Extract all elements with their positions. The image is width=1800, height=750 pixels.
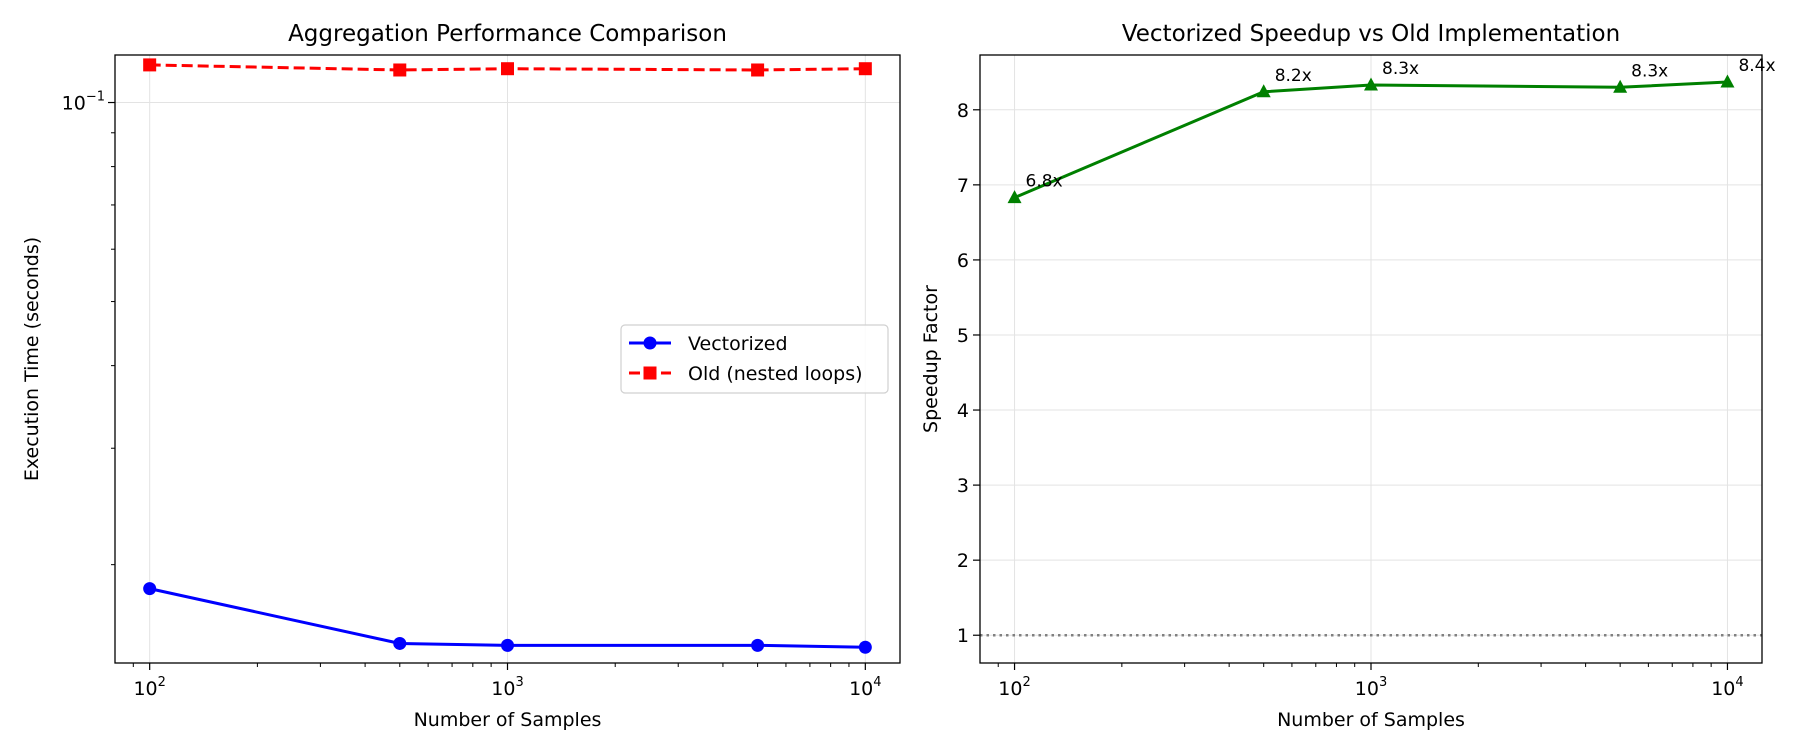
x-tick-label-exponent: 2 — [158, 675, 166, 690]
chart-title: Vectorized Speedup vs Old Implementation — [1122, 21, 1620, 47]
x-tick-label-base: 10 — [1711, 678, 1735, 700]
legend-label: Vectorized — [688, 333, 788, 355]
x-tick-label-base: 10 — [849, 678, 873, 700]
legend-marker — [643, 336, 657, 350]
legend-marker — [643, 366, 657, 380]
y-tick-label: 3 — [957, 475, 969, 497]
chart-title: Aggregation Performance Comparison — [288, 21, 727, 47]
data-label: 8.3x — [1382, 59, 1419, 79]
y-tick-label: 1 — [957, 625, 969, 647]
y-tick-label-exponent: −1 — [86, 90, 105, 105]
x-tick-label-exponent: 3 — [515, 675, 523, 690]
data-point — [1256, 84, 1271, 98]
y-tick-label: 10−1 — [62, 90, 105, 115]
x-tick-label: 104 — [1711, 675, 1743, 700]
legend-box — [620, 324, 889, 394]
data-point — [1007, 190, 1022, 204]
data-point — [751, 63, 765, 77]
y-tick-label-base: 10 — [62, 93, 86, 115]
y-tick-label: 6 — [957, 250, 969, 272]
x-tick-label-exponent: 4 — [1735, 675, 1743, 690]
x-tick-label-base: 10 — [1355, 678, 1379, 700]
x-tick-label: 102 — [998, 675, 1030, 700]
x-axis-label: Number of Samples — [1277, 709, 1465, 731]
x-tick-label-base: 10 — [133, 678, 157, 700]
x-tick-label-exponent: 3 — [1379, 675, 1387, 690]
y-tick-label: 8 — [957, 100, 969, 122]
x-tick-label-exponent: 2 — [1022, 675, 1030, 690]
data-point — [1364, 77, 1378, 91]
x-tick-label: 102 — [133, 675, 165, 700]
x-tick-label-exponent: 4 — [873, 675, 881, 690]
data-label: 8.3x — [1631, 61, 1668, 81]
plot-frame — [979, 54, 1763, 664]
data-point — [751, 638, 765, 652]
data-point — [858, 62, 872, 76]
data-point — [501, 62, 514, 76]
data-label: 8.4x — [1738, 56, 1775, 76]
legend: Vectorized Old (nested loops) — [620, 324, 889, 394]
data-point — [1613, 79, 1628, 93]
grid — [980, 55, 1762, 663]
plot-frame — [114, 54, 901, 664]
x-tick-label: 103 — [491, 675, 523, 700]
x-tick-label-base: 10 — [491, 678, 515, 700]
y-tick-label: 7 — [957, 175, 969, 197]
data-point — [1720, 74, 1735, 88]
legend-item: Old (nested loops) — [629, 363, 863, 385]
y-tick-label: 5 — [957, 325, 969, 347]
data-point — [501, 638, 514, 652]
data-point — [143, 582, 157, 596]
y-axis-label: Speedup Factor — [920, 285, 942, 433]
series-0 — [1007, 74, 1735, 204]
data-point — [858, 640, 872, 654]
y-tick-label: 2 — [957, 550, 969, 572]
legend-label: Old (nested loops) — [688, 363, 863, 385]
data-label: 6.8x — [1026, 172, 1063, 192]
x-tick-label-base: 10 — [998, 678, 1022, 700]
data-point — [393, 636, 407, 650]
series-1 — [143, 58, 872, 77]
y-tick-label: 4 — [957, 400, 969, 422]
series-0 — [143, 582, 872, 654]
speedup-chart: Vectorized Speedup vs Old Implementation… — [920, 21, 1776, 731]
data-point — [143, 58, 157, 72]
y-axis-label: Execution Time (seconds) — [21, 237, 43, 481]
legend-item: Vectorized — [629, 333, 788, 355]
data-label: 8.2x — [1275, 66, 1312, 86]
x-tick-label: 103 — [1355, 675, 1387, 700]
x-axis-label: Number of Samples — [414, 709, 602, 731]
x-tick-label: 104 — [849, 675, 881, 700]
data-point — [393, 63, 407, 77]
